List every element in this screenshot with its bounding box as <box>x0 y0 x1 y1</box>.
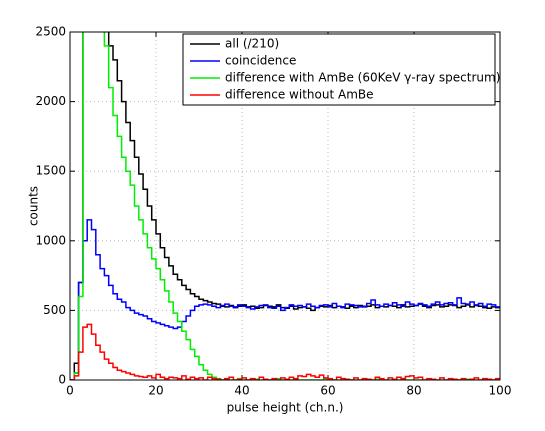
legend-label: difference with AmBe (60KeV γ-ray spectr… <box>225 71 500 85</box>
y-axis-label: counts <box>27 186 41 226</box>
series-line <box>70 219 500 380</box>
x-tick-label: 60 <box>320 384 335 398</box>
legend-label: difference without AmBe <box>225 88 374 102</box>
y-tick-label: 0 <box>58 373 66 387</box>
y-tick-label: 2500 <box>35 25 66 39</box>
x-tick-label: 80 <box>406 384 421 398</box>
plot-area <box>70 32 500 380</box>
x-tick-label: 40 <box>234 384 249 398</box>
x-tick-label: 0 <box>66 384 74 398</box>
legend-label: all (/210) <box>225 37 279 51</box>
y-tick-label: 1500 <box>35 164 66 178</box>
legend-box <box>182 33 496 106</box>
x-tick-label: 100 <box>489 384 512 398</box>
legend-label: coincidence <box>225 54 296 68</box>
plot-frame <box>69 31 501 381</box>
series-line <box>70 323 500 380</box>
y-tick-label: 500 <box>43 303 66 317</box>
x-tick-label: 20 <box>148 384 163 398</box>
x-axis-label: pulse height (ch.n.) <box>227 401 344 415</box>
y-tick-label: 2000 <box>35 94 66 108</box>
y-tick-label: 1000 <box>35 233 66 247</box>
